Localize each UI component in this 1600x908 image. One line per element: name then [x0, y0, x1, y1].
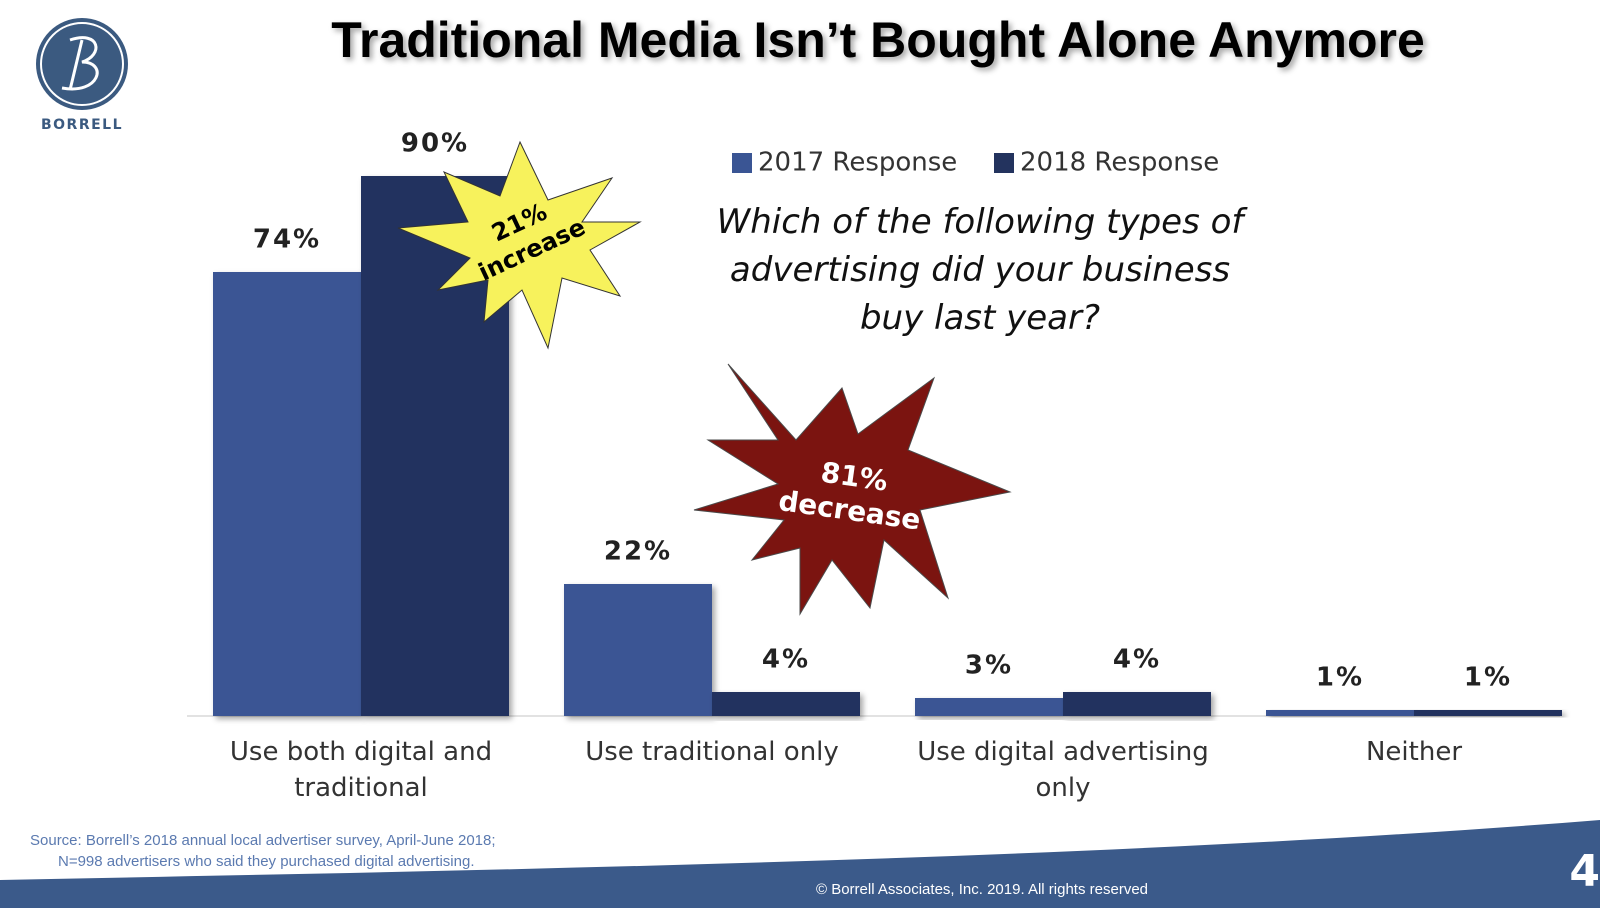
- x-tick-label: Use traditional only: [585, 737, 839, 767]
- bar: [213, 272, 361, 716]
- value-label: 1%: [1316, 663, 1364, 693]
- value-label: 1%: [1464, 663, 1512, 693]
- bar: [564, 584, 712, 716]
- value-label: 22%: [604, 537, 672, 567]
- bar: [1063, 692, 1211, 716]
- copyright: © Borrell Associates, Inc. 2019. All rig…: [816, 881, 1148, 898]
- x-tick-label: Use digital advertising only: [917, 737, 1209, 803]
- source-line: N=998 advertisers who said they purchase…: [58, 853, 474, 870]
- legend-label: 2018 Response: [1020, 148, 1219, 178]
- value-label: 90%: [401, 129, 469, 159]
- starburst-increase: [397, 140, 642, 350]
- legend-swatch: [732, 153, 752, 173]
- bar: [915, 698, 1063, 716]
- logo-ring: [40, 22, 124, 106]
- x-tick-label: Use both digital and traditional: [229, 737, 493, 803]
- page-number: 4: [1569, 846, 1600, 897]
- starburst-decrease: [693, 363, 1012, 616]
- question: Which of the following types of advertis…: [716, 202, 1244, 338]
- value-label: 4%: [1113, 645, 1161, 675]
- logo-circle: [36, 18, 128, 110]
- bar: [1414, 710, 1562, 716]
- x-tick-label: Neither: [1365, 737, 1463, 767]
- logo-glyph: [61, 36, 99, 91]
- logo-text: BORRELL: [41, 117, 123, 133]
- legend-swatch: [994, 153, 1014, 173]
- source-line: Source: Borrell’s 2018 annual local adve…: [30, 832, 496, 849]
- value-label: 4%: [762, 645, 810, 675]
- legend-label: 2017 Response: [758, 148, 957, 178]
- bar: [712, 692, 860, 716]
- value-label: 3%: [965, 651, 1013, 681]
- footer-band: [0, 820, 1600, 908]
- chart-title: Traditional Media Isn’t Bought Alone Any…: [331, 12, 1425, 68]
- value-label: 74%: [253, 225, 321, 255]
- bar: [1266, 710, 1414, 716]
